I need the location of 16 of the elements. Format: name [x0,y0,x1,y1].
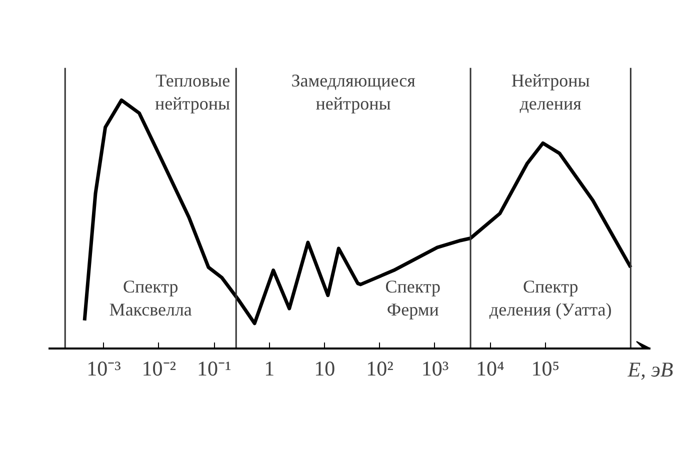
x-tick-label: 10⁴ [476,356,504,380]
annotation: Замедляющиеся нейтроны [291,70,416,114]
x-tick-label: 10³ [421,356,449,380]
x-tick-label: 10⁻¹ [196,356,232,380]
annotation: Спектр деления (Уатта) [489,276,612,320]
x-tick-label: 10⁻³ [86,356,121,380]
annotation: Спектр Максвелла [109,276,192,320]
x-tick-label: 10⁻² [142,356,176,380]
x-tick-label: 1 [264,356,275,380]
x-tick-label: 10² [366,356,394,380]
annotation: Тепловые нейтроны [155,70,230,114]
annotation: Нейтроны деления [511,70,590,114]
x-tick-label: 10⁵ [531,356,560,380]
x-axis-title: E, эВ [626,358,674,382]
annotation: Спектр Ферми [385,276,441,320]
x-tick-label: 10 [314,356,336,380]
